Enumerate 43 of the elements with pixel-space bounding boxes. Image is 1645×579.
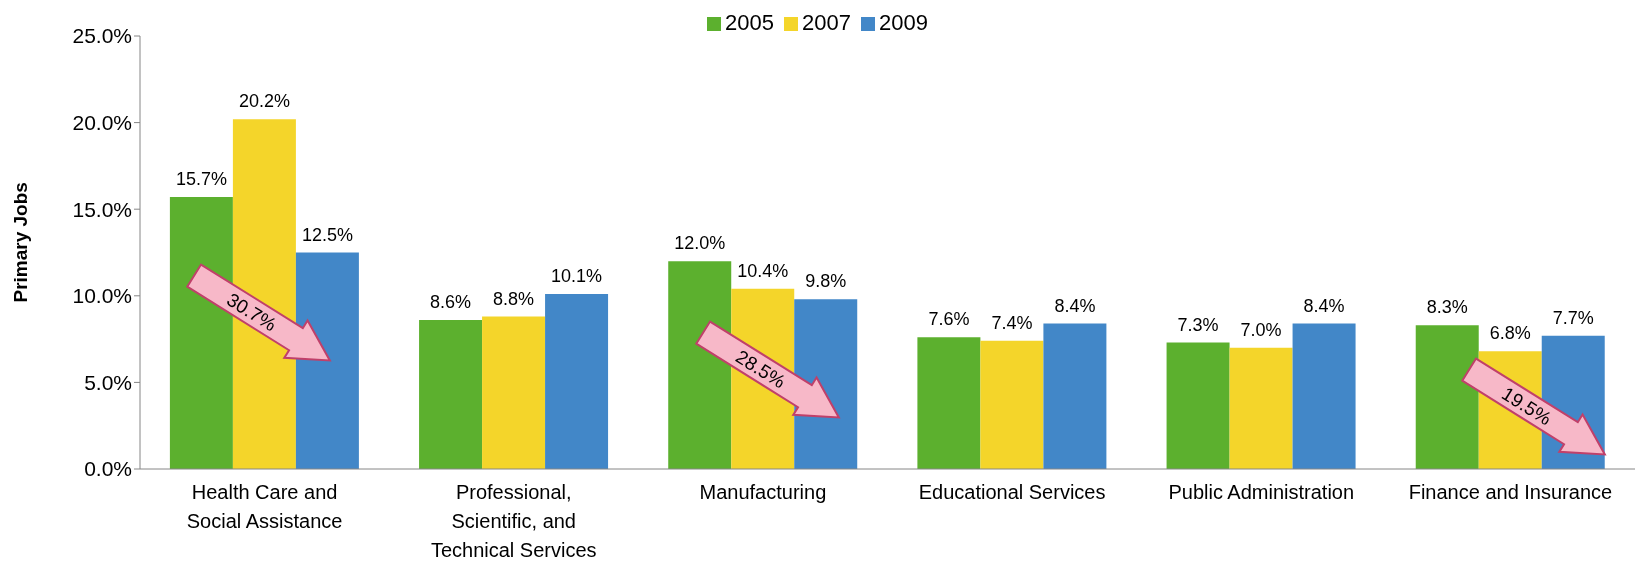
data-label: 7.0% [1240,319,1282,340]
x-tick-label: Public Administration [1168,481,1355,503]
data-label: 8.6% [430,292,472,313]
x-tick-label: Health Care and Social Assistance [186,481,343,532]
data-label: 20.2% [238,91,290,112]
y-tick-label: 0.0% [84,457,132,481]
data-label: 9.8% [805,271,847,292]
bar [917,337,981,469]
y-tick-label: 5.0% [84,370,132,394]
bar [545,294,609,469]
bar [1166,342,1230,469]
bar [419,320,483,469]
data-label: 12.5% [301,224,353,245]
data-label: 10.1% [551,266,603,287]
bar [980,340,1044,469]
bar [1043,323,1107,469]
y-axis-title: Primary Jobs [9,182,31,303]
y-tick-label: 25.0% [72,24,132,48]
data-label: 15.7% [175,169,227,190]
data-label: 7.3% [1177,314,1219,335]
data-label: 8.8% [493,288,535,309]
x-tick-label: Educational Services [918,481,1106,503]
x-tick-label: Finance and Insurance [1408,481,1613,503]
bar [1229,347,1293,469]
data-label: 12.0% [674,233,726,254]
data-label: 7.7% [1552,307,1594,328]
bar [1292,323,1356,469]
data-label: 8.3% [1426,297,1468,318]
bar [482,316,546,469]
data-label: 6.8% [1489,323,1531,344]
data-label: 8.4% [1054,295,1096,316]
y-tick-label: 10.0% [72,284,132,308]
data-label: 8.4% [1303,295,1345,316]
y-tick-label: 20.0% [72,111,132,135]
data-label: 7.4% [991,312,1033,333]
legend-label: 2005 [725,10,775,35]
x-tick-label: Manufacturing [699,481,827,503]
y-tick-label: 15.0% [72,197,132,221]
x-tick-label: Professional, Scientific, and Technical Services [430,481,597,561]
data-label: 10.4% [737,260,789,281]
legend-label: 2009 [878,10,928,35]
legend-label: 2007 [802,10,851,35]
data-label: 7.6% [928,309,970,330]
